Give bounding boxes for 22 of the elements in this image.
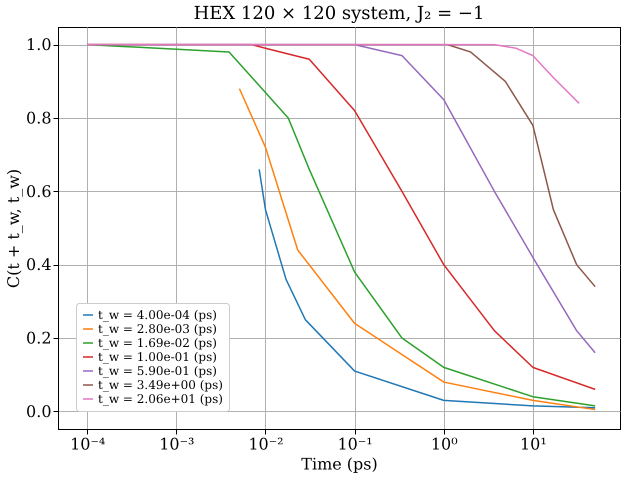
legend-label: t_w = 2.06e+01 (ps) [98,392,223,406]
y-tick-label: 0.8 [26,108,52,128]
legend-label: t_w = 1.00e-01 (ps) [98,350,217,364]
x-tick-label: 10⁻³ [159,434,194,454]
legend-label: t_w = 4.00e-04 (ps) [98,308,217,322]
y-tick-label: 1.0 [26,35,52,54]
y-tick-label: 0.4 [26,255,52,274]
y-tick-label: 0.6 [26,182,52,201]
x-tick-label: 10⁰ [430,434,458,454]
x-tick-label: 10⁻² [248,434,284,454]
x-axis-title: Time (ps) [301,454,378,474]
x-tick-label: 10⁻⁴ [70,434,106,454]
legend-label: t_w = 2.80e-03 (ps) [98,322,217,336]
legend-label: t_w = 1.69e-02 (ps) [98,336,217,350]
legend-label: t_w = 3.49e+00 (ps) [98,378,223,392]
legend-label: t_w = 5.90e-01 (ps) [98,364,217,378]
x-tick-label: 10¹ [520,434,547,454]
y-tick-label: 0.0 [26,402,52,421]
y-axis-title: C(t + t_w, t_w) [4,168,24,288]
chart-title: HEX 120 × 120 system, J₂ = −1 [194,3,484,24]
x-tick-label: 10⁻¹ [337,434,373,454]
y-tick-label: 0.2 [26,328,52,348]
